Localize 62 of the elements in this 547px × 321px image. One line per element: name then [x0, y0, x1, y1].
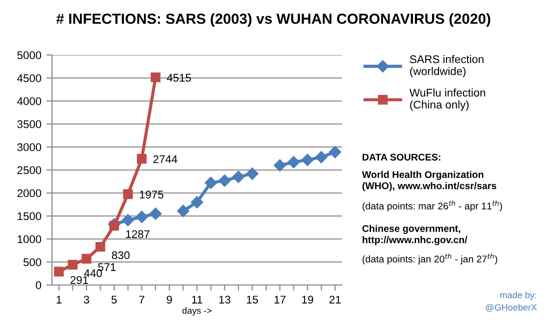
point — [82, 254, 92, 264]
y-tick-label: 2500 — [17, 166, 42, 174]
y-tick-label: 3500 — [17, 120, 42, 128]
point — [68, 260, 78, 270]
point — [54, 266, 64, 276]
legend-label: WuFlu infection (China only) — [409, 88, 486, 111]
y-tick-label: 1000 — [18, 235, 42, 244]
y-tick-label: 2000 — [17, 189, 42, 198]
data-label: 2744 — [153, 155, 178, 164]
text: Chinese government, http://www.nhc.gov.cn/ — [362, 224, 468, 246]
y-tick-label: 3000 — [17, 143, 42, 152]
x-tick-label: 15 — [246, 296, 258, 304]
point — [232, 170, 245, 183]
data-label: 571 — [98, 263, 116, 272]
point — [109, 220, 120, 231]
point — [190, 196, 204, 208]
data-label: 440 — [84, 269, 102, 278]
point — [329, 146, 342, 158]
y-tick-label: 1500 — [18, 212, 42, 220]
point — [122, 214, 134, 226]
text: DATA SOURCES: — [362, 154, 440, 161]
x-axis-title: days -> — [182, 307, 212, 316]
point — [246, 168, 258, 180]
data-label: 830 — [112, 251, 130, 260]
x-tick-label: 7 — [139, 296, 144, 304]
point — [95, 242, 106, 252]
x-tick-label: 1 — [56, 296, 62, 304]
x-tick-label: 19 — [302, 296, 314, 304]
y-tick-label: 5000 — [17, 51, 42, 60]
text: (data points: mar 26$^{th}$ - apr 11$^{th}$) — [362, 200, 502, 212]
text: (data points: jan 20$^{th}$ - jan 27$^{th}$) — [362, 254, 498, 264]
chart-title: # INFECTIONS: SARS (2003) vs WUHAN CORONAVIRUS (2020) — [56, 13, 490, 27]
point — [315, 151, 328, 164]
point — [123, 189, 133, 200]
data-label: 1975 — [140, 190, 164, 199]
text: World Health Organization (WHO), www.who.int/csr/sars — [362, 170, 496, 192]
data-label: 291 — [70, 276, 88, 284]
text: made by: @GHoeberX — [486, 292, 537, 312]
y-tick-label: 500 — [23, 258, 42, 266]
point — [136, 154, 147, 164]
y-tick-label: 0 — [36, 281, 42, 290]
point — [301, 154, 314, 166]
point — [204, 176, 217, 189]
x-tick-label: 13 — [219, 296, 230, 304]
point — [136, 210, 148, 224]
point — [149, 208, 162, 220]
x-tick-label: 3 — [84, 296, 90, 304]
y-tick-label: 4500 — [17, 74, 42, 82]
x-tick-label: 17 — [274, 296, 286, 304]
point — [288, 156, 300, 168]
x-tick-label: 9 — [166, 296, 172, 304]
point — [274, 159, 286, 172]
y-tick-label: 4000 — [17, 97, 42, 106]
x-tick-label: 11 — [192, 296, 202, 304]
point — [150, 72, 160, 82]
point — [218, 174, 231, 187]
data-label: 1287 — [126, 230, 150, 238]
x-tick-label: 21 — [329, 296, 341, 304]
point — [177, 204, 190, 218]
x-tick-label: 5 — [112, 296, 117, 304]
legend-label: SARS infection (worldwide) — [410, 55, 484, 78]
data-label: 4515 — [166, 74, 191, 82]
